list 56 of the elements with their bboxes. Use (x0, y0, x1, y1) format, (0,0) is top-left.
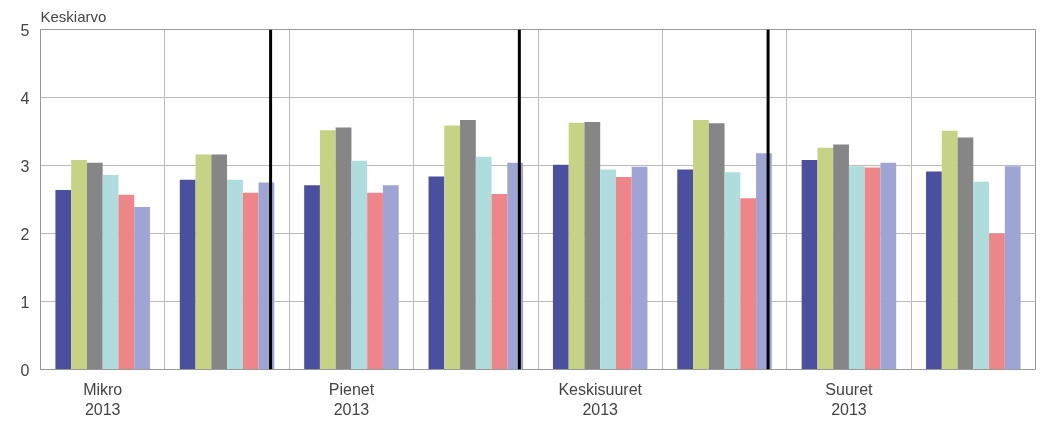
bar (957, 137, 974, 370)
x-tick-label: Suuret 2013 (825, 380, 874, 418)
bar (134, 206, 150, 370)
bar (552, 164, 569, 370)
bar (71, 160, 87, 370)
bar (444, 125, 461, 370)
x-tick-label: Keskisuuret 2013 (558, 380, 643, 418)
bar (351, 160, 368, 370)
bar (118, 194, 135, 370)
bar (880, 162, 897, 370)
bar (475, 156, 492, 370)
bar (319, 130, 336, 370)
bar (989, 233, 1005, 370)
y-tick-label: 4 (20, 89, 30, 107)
bar (211, 154, 228, 370)
bar (724, 172, 741, 370)
bar (926, 171, 942, 370)
y-tick-label: 0 (20, 361, 30, 379)
bar (55, 189, 72, 370)
x-tick-label: Mikro 2013 (83, 380, 123, 418)
bar (740, 198, 757, 370)
bar (428, 176, 445, 370)
x-tick-label: Pienet 2013 (328, 380, 375, 418)
y-axis-title: Keskiarvo (40, 7, 107, 25)
bar (382, 185, 399, 370)
bar (677, 169, 694, 370)
bar (973, 181, 990, 370)
bar (242, 192, 259, 370)
bar (460, 119, 476, 370)
y-tick-label: 2 (20, 225, 30, 243)
bar (848, 166, 865, 370)
bar (801, 160, 818, 370)
bar (1004, 166, 1021, 370)
bar (584, 121, 601, 370)
bar (102, 175, 119, 370)
y-tick-label: 1 (20, 293, 30, 311)
bar (304, 185, 320, 370)
bar (195, 154, 212, 370)
bar (600, 169, 616, 370)
bar (941, 130, 958, 370)
bar (693, 119, 709, 370)
bar (864, 167, 881, 370)
bar (631, 166, 648, 370)
bar (615, 177, 632, 370)
bar (367, 192, 383, 370)
bar (833, 144, 849, 370)
y-tick-label: 5 (20, 21, 30, 39)
y-tick-label: 3 (20, 157, 30, 175)
bar (817, 147, 834, 370)
bar (708, 123, 725, 370)
bar (179, 179, 196, 370)
bar (86, 162, 103, 370)
bar (568, 122, 585, 370)
bar (335, 127, 352, 370)
bar (491, 194, 508, 370)
bar (227, 179, 243, 370)
